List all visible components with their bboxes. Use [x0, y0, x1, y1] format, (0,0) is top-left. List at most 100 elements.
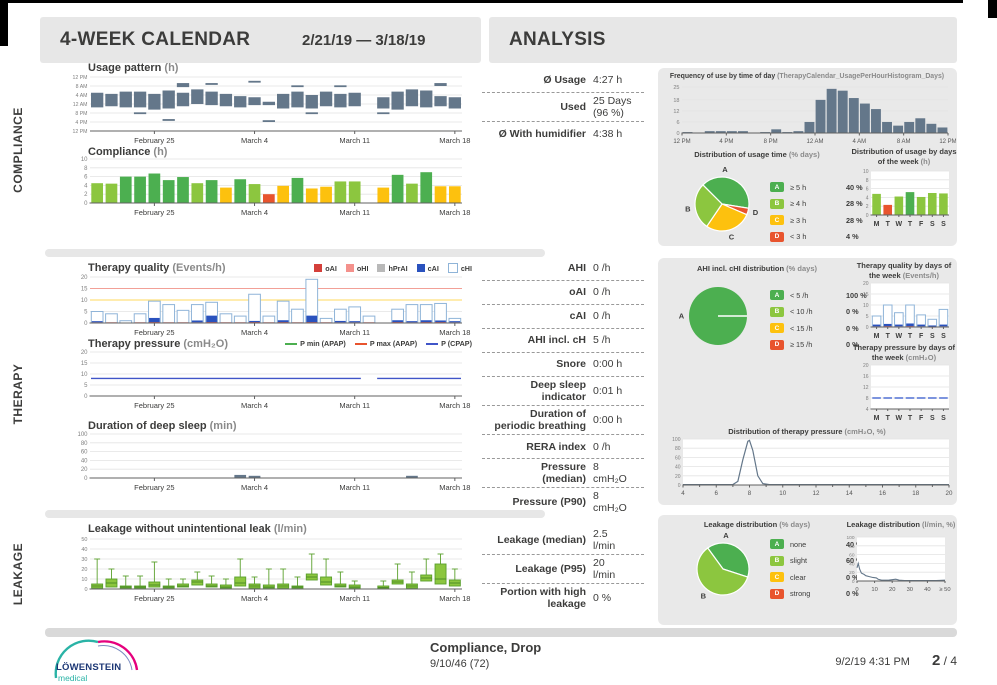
pressure-distribution-chart: 0 20 40 60 80 100 4 6 8 10 12 14 16 18 20 — [666, 436, 956, 500]
svg-text:12 PM: 12 PM — [73, 75, 88, 81]
legend-label: cAI — [427, 263, 439, 273]
legend-label: strong — [790, 589, 811, 599]
stat-row-pressure-median-: Pressure (median) 8 cmH₂O — [482, 459, 644, 489]
svg-text:February 25: February 25 — [134, 136, 174, 145]
legend-swatch — [416, 264, 425, 272]
svg-text:T: T — [908, 415, 913, 422]
legend-item-p-max-apap-: P max (APAP) — [354, 339, 417, 348]
svg-text:March 4: March 4 — [241, 483, 268, 492]
stat-value: 0 % — [593, 592, 612, 605]
stat-label: Ø With humidifier — [498, 127, 586, 140]
calendar-header-bar: 4-WEEK CALENDAR 2/21/19 — 3/18/19 — [40, 17, 481, 63]
svg-text:16: 16 — [879, 490, 886, 497]
svg-text:4 PM: 4 PM — [719, 139, 733, 145]
svg-text:10: 10 — [863, 169, 869, 175]
stat-label: RERA index — [526, 440, 586, 453]
svg-text:0: 0 — [84, 394, 88, 400]
svg-text:D: D — [753, 208, 759, 217]
legend-percent: 0 % — [846, 323, 859, 333]
usage-time-pie-legend: A ≥ 5 h 40 % B ≥ 4 h 28 % C ≥ 3 h 28 % D < 3 h 4 % — [770, 179, 900, 245]
svg-text:March 4: March 4 — [241, 401, 268, 410]
svg-text:5: 5 — [84, 310, 88, 316]
ahi-distribution-pie-chart: A — [676, 274, 760, 358]
legend-label: < 10 /h — [790, 307, 813, 317]
ahi-distribution-legend: A < 5 /h 100 % B < 10 /h 0 % C < 15 /h 0 % D ≥ 15 … — [770, 287, 900, 353]
svg-text:20: 20 — [863, 281, 869, 287]
svg-text:A: A — [679, 312, 685, 321]
svg-text:12 PM: 12 PM — [673, 139, 690, 145]
svg-text:10: 10 — [779, 490, 786, 497]
legend-label: oAI — [325, 263, 337, 273]
legend-item-chi: cHI — [447, 263, 472, 273]
stat-label: Duration of periodic breathing — [494, 408, 586, 433]
svg-text:March 11: March 11 — [339, 328, 370, 337]
footer-meta: 9/2/19 4:31 PM 2 / 4 — [835, 652, 957, 669]
stat-label: Portion with high leakage — [500, 586, 586, 611]
stat-label: Snore — [556, 358, 586, 371]
legend-chip: A — [770, 290, 784, 301]
section-label-leakage: LEAKAGE — [11, 542, 25, 606]
svg-text:4: 4 — [84, 183, 88, 189]
svg-text:12 PM: 12 PM — [939, 139, 956, 145]
svg-text:B: B — [685, 204, 691, 213]
svg-text:8 AM: 8 AM — [897, 139, 911, 145]
legend-chip: B — [770, 555, 784, 566]
svg-text:12: 12 — [673, 109, 679, 115]
loewenstein-logo — [54, 639, 139, 679]
stat-row-leakage-median-: Leakage (median) 2.5 l/min — [482, 526, 644, 556]
svg-text:12 AM: 12 AM — [73, 102, 88, 108]
therapy-pressure-chart: 0 5 10 15 20 February 25 March 4 March 11 March … — [62, 349, 472, 419]
svg-text:M: M — [874, 221, 880, 228]
stat-row-snore: Snore 0:00 h — [482, 353, 644, 377]
svg-text:W: W — [896, 415, 903, 422]
legend-chip: B — [770, 198, 784, 209]
window-edge-right — [988, 0, 997, 18]
svg-text:March 11: March 11 — [339, 483, 370, 492]
svg-text:March 18: March 18 — [439, 136, 470, 145]
leakage-boxplot-chart: 0 10 20 30 40 50 February 25 March 4 March 11 Mar… — [62, 536, 472, 612]
legend-row-A: A < 5 /h 100 % — [770, 287, 900, 304]
legend-label: cHI — [460, 263, 472, 273]
svg-text:60: 60 — [849, 553, 855, 559]
svg-text:T: T — [908, 221, 913, 228]
legend-item-p-min-apap-: P min (APAP) — [285, 339, 346, 348]
legend-row-D: D ≥ 15 /h 0 % — [770, 337, 900, 354]
svg-text:20: 20 — [849, 570, 855, 576]
legend-item-p-cpap-: P (CPAP) — [426, 339, 472, 348]
usage-pattern-title: Usage pattern (h) — [88, 62, 179, 74]
stat-row-duration-of-periodic-breathing: Duration of periodic breathing 0:00 h — [482, 406, 644, 436]
svg-text:March 11: March 11 — [339, 401, 370, 410]
legend-swatch — [426, 342, 439, 345]
svg-text:40: 40 — [81, 547, 87, 553]
window-edge-left — [0, 0, 8, 46]
svg-text:40: 40 — [849, 561, 855, 567]
ahi-distribution-title: AHI incl. cHI distribution (% days) — [696, 264, 818, 273]
stat-row-used: Used 25 Days (96 %) — [482, 93, 644, 123]
legend-chip: C — [770, 572, 784, 583]
quality-by-weekday-title: Therapy quality by days of the week (Eve… — [856, 261, 952, 280]
section-label-therapy: THERAPY — [11, 363, 25, 425]
stat-value: 4:38 h — [593, 127, 623, 140]
legend-percent: 0 % — [846, 307, 859, 317]
stat-label: Ø Usage — [543, 74, 586, 87]
legend-label: ≥ 5 h — [790, 182, 807, 192]
freq-by-hour-title: Frequency of use by time of day (Therapy… — [669, 73, 945, 80]
analysis-title: ANALYSIS — [509, 29, 606, 50]
svg-text:0: 0 — [84, 321, 88, 327]
section-divider — [45, 510, 545, 518]
stat-value: 0 /h — [593, 310, 611, 323]
legend-item-hprai: hPrAI — [377, 264, 408, 273]
svg-text:0: 0 — [678, 483, 681, 489]
legend-percent: 0 % — [846, 589, 859, 599]
svg-text:February 25: February 25 — [134, 328, 174, 337]
therapy-quality-title: Therapy quality (Events/h) — [88, 262, 226, 274]
svg-text:4: 4 — [681, 490, 685, 497]
logo-wordmark: LÖWENSTEIN — [56, 662, 122, 673]
legend-item-ohi: oHI — [345, 264, 368, 273]
legend-swatch — [447, 263, 458, 273]
svg-text:40: 40 — [675, 465, 681, 471]
svg-text:8: 8 — [84, 166, 88, 172]
legend-label: ≥ 4 h — [790, 199, 807, 209]
